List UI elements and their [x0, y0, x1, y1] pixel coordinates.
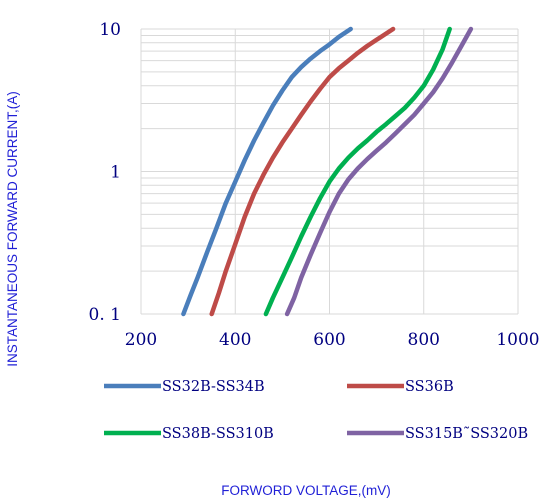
legend-label: SS38B-SS310B: [162, 426, 274, 442]
legend-label: SS36B: [405, 379, 454, 395]
legend-label: SS315B˜SS320B: [405, 426, 528, 442]
series-line-4: [284, 26, 474, 317]
tick-labels: 200 400 600 800 1000 0. 1 1 10: [89, 20, 540, 350]
series-line-3: [263, 26, 452, 317]
y-axis-title: INSTANTANEOUS FORWARD CURRENT,(A): [5, 91, 20, 367]
x-tick-label: 200: [125, 330, 157, 350]
x-tick-label: 800: [408, 330, 440, 350]
x-tick-label: 400: [219, 330, 251, 350]
legend-label: SS32B-SS34B: [162, 379, 265, 395]
x-tick-label: 1000: [496, 330, 539, 350]
y-tick-label: 1: [110, 163, 121, 183]
series-line-2: [209, 26, 396, 317]
series-lines: [181, 26, 474, 317]
y-tick-label: 10: [99, 20, 121, 40]
y-tick-label: 0. 1: [89, 305, 121, 325]
legend: SS32B-SS34B SS36B SS38B-SS310B SS315B˜SS320…: [104, 379, 528, 442]
x-tick-label: 600: [313, 330, 345, 350]
series-line-1: [181, 26, 353, 317]
grid: [140, 28, 519, 315]
x-axis-title: FORWORD VOLTAGE,(mV): [221, 483, 391, 498]
